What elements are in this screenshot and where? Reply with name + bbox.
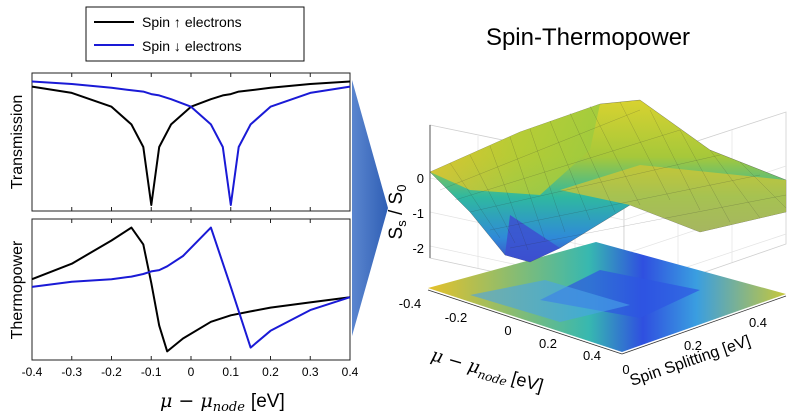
legend-label-down: Spin ↓ electrons	[142, 38, 242, 54]
xtick-label: 0	[188, 365, 195, 379]
left-xlabel: μ − μnode [eV]	[160, 390, 285, 415]
transmission-series-spin-down	[31, 80, 351, 206]
floor-mid-region	[470, 280, 630, 322]
z-tick-labels: 0 -1 -2	[412, 171, 424, 256]
xtick-label: 0.3	[302, 365, 319, 379]
x-tick-2: 0	[504, 323, 511, 338]
thermopower-ylabel: Thermopower	[9, 240, 26, 339]
svg-text:Ss / S0: Ss / S0	[386, 185, 409, 240]
x-tick-0: -0.4	[399, 296, 421, 311]
xtick-label: 0.2	[262, 365, 279, 379]
xtick-label: -0.2	[101, 365, 122, 379]
surface-xlabel: μ − μnode[eV]	[428, 345, 546, 399]
spin-thermopower-3d-plot: Spin-Thermopower	[386, 24, 787, 399]
transmission-lines	[31, 80, 351, 206]
legend: Spin ↑ electrons Spin ↓ electrons	[85, 6, 305, 62]
y-tick-2: 0.4	[749, 315, 767, 330]
xtick-label: -0.1	[141, 365, 162, 379]
z-tick-2: -2	[412, 241, 424, 256]
xtick-label: 0.4	[342, 365, 359, 379]
transmission-panel: Transmission	[9, 72, 351, 212]
thermopower-panel: Thermopower -0.4 -0.3 -0.2 -0.1 0 0.1 0.2 0.3 0.…	[9, 218, 359, 379]
x-tick-4: 0.4	[583, 348, 601, 363]
thermopower-xtick-labels: -0.4 -0.3 -0.2 -0.1 0 0.1 0.2 0.3 0.4	[22, 365, 359, 379]
surface-right-plateau	[560, 165, 786, 232]
legend-label-up: Spin ↑ electrons	[142, 14, 242, 30]
thermopower-series-spin-down	[31, 226, 351, 349]
thermopower-series-spin-up	[31, 226, 351, 353]
y-axis	[621, 295, 787, 355]
x-axis	[427, 289, 623, 355]
surface-mesh	[439, 101, 787, 251]
z-tick-1: -1	[412, 206, 424, 221]
xtick-label: -0.3	[61, 365, 82, 379]
y-tick-labels: 0 0.2 0.4	[622, 315, 767, 377]
transmission-ylabel: Transmission	[9, 95, 26, 190]
thermopower-lines	[31, 226, 351, 353]
surface-title: Spin-Thermopower	[486, 24, 690, 51]
xtick-label: 0.1	[222, 365, 239, 379]
y-tick-1: 0.2	[684, 338, 702, 353]
surface-deep-valley	[505, 215, 560, 262]
z-axis-label: Ss / S0	[386, 185, 409, 240]
thermopower-xticks	[31, 219, 351, 360]
y-tick-0: 0	[622, 362, 629, 377]
x-tick-labels: -0.4 -0.2 0 0.2 0.4	[399, 296, 601, 363]
surface-upper-plateau	[430, 104, 600, 195]
x-tick-1: -0.2	[445, 310, 467, 325]
x-tick-3: 0.2	[539, 336, 557, 351]
xtick-label: -0.4	[22, 365, 43, 379]
transmission-xticks	[31, 73, 351, 211]
transition-arrow	[352, 80, 388, 336]
z-tick-0: 0	[417, 171, 424, 186]
